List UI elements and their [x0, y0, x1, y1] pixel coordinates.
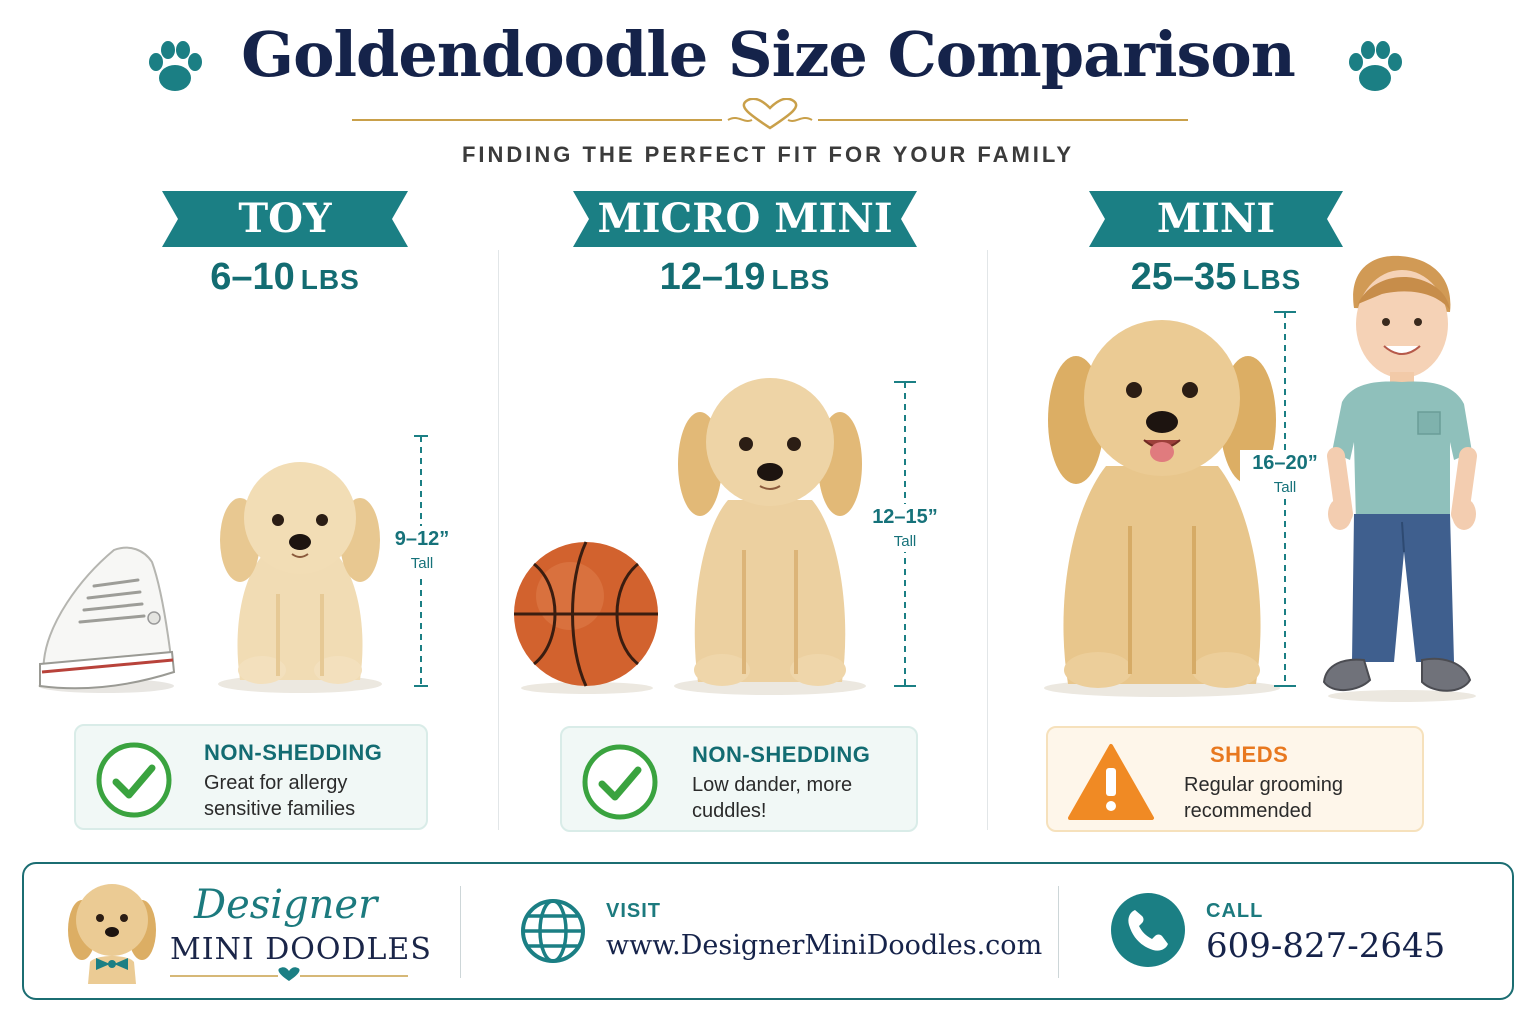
- website-link[interactable]: www.DesignerMiniDoodles.com: [606, 930, 1043, 961]
- basketball-illustration: [514, 541, 658, 694]
- ribbon-shape: [1089, 191, 1343, 247]
- paw-print-icon: [149, 41, 202, 91]
- weight-value: 6–10: [210, 256, 295, 298]
- call-label: CALL: [1206, 900, 1264, 922]
- shedding-status: NON-SHEDDING: [692, 742, 871, 767]
- height-label-micro-mini: 12–15” Tall: [862, 504, 948, 552]
- heart-divider: [170, 967, 408, 981]
- height-value: 9–12”: [394, 528, 450, 550]
- ribbon-shape: [162, 191, 408, 247]
- size-banner-micro-mini: MICRO MINI: [573, 191, 917, 247]
- size-name: MICRO MINI: [597, 195, 893, 242]
- description-line: sensitive families: [204, 798, 356, 820]
- visit-label: VISIT: [606, 900, 662, 922]
- brand-script-name: Designer: [194, 882, 378, 928]
- description-line: Low dander, more: [692, 774, 853, 796]
- shedding-description: Great for allergy sensitive families: [204, 770, 355, 822]
- globe-icon: [521, 899, 585, 963]
- height-measure-bar: [894, 381, 916, 687]
- size-name: MINI: [1156, 195, 1276, 242]
- weight-unit: LBS: [1242, 264, 1302, 295]
- sneaker-illustration: [38, 546, 176, 693]
- height-measure-bar: [1274, 311, 1296, 687]
- phone-icon: [1111, 893, 1185, 967]
- shedding-card-toy: NON-SHEDDING Great for allergy sensitive…: [74, 724, 428, 830]
- micro-mini-goldendoodle-illustration: [674, 378, 866, 695]
- description-line: Regular grooming: [1184, 774, 1343, 796]
- description-line: cuddles!: [692, 800, 767, 822]
- header: Goldendoodle Size Comparison FINDING THE…: [0, 0, 1536, 180]
- warning-triangle-icon: [1068, 744, 1154, 820]
- shedding-description: Regular grooming recommended: [1184, 772, 1343, 824]
- height-label-mini: 16–20” Tall: [1240, 450, 1330, 498]
- height-label-toy: 9–12” Tall: [380, 526, 464, 574]
- size-banner-toy: TOY: [162, 191, 408, 247]
- page-subtitle: FINDING THE PERFECT FIT FOR YOUR FAMILY: [461, 142, 1075, 167]
- toy-goldendoodle-illustration: [218, 462, 382, 693]
- shedding-status: SHEDS: [1210, 742, 1289, 767]
- height-unit: Tall: [1273, 479, 1297, 496]
- toddler-illustration: [1322, 255, 1477, 702]
- weight-unit: LBS: [300, 264, 360, 295]
- footer-contact-bar: Designer MINI DOODLES VISIT www.Designer…: [22, 862, 1514, 1000]
- weight-value: 12–19: [659, 256, 766, 298]
- heart-divider: [352, 98, 1188, 130]
- column-divider: [987, 250, 988, 830]
- check-circle-icon: [96, 742, 172, 818]
- height-value: 16–20”: [1252, 452, 1318, 474]
- paw-print-icon: [1349, 41, 1402, 91]
- shedding-description: Low dander, more cuddles!: [692, 772, 852, 824]
- weight-range-micro-mini: 12–19 LBS: [573, 256, 917, 299]
- brand-logo-dog-icon: [68, 884, 156, 984]
- weight-value: 25–35: [1130, 256, 1237, 298]
- shedding-card-micro-mini: NON-SHEDDING Low dander, more cuddles!: [560, 726, 918, 832]
- brand-name: MINI DOODLES: [170, 932, 432, 967]
- size-banner-mini: MINI: [1089, 191, 1343, 247]
- weight-range-toy: 6–10 LBS: [162, 256, 408, 299]
- shedding-status: NON-SHEDDING: [204, 740, 383, 765]
- column-divider: [498, 250, 499, 830]
- shedding-card-mini: SHEDS Regular grooming recommended: [1046, 726, 1424, 832]
- page-title: Goldendoodle Size Comparison: [241, 18, 1296, 91]
- check-circle-icon: [582, 744, 658, 820]
- height-unit: Tall: [410, 555, 434, 572]
- description-line: Great for allergy: [204, 772, 348, 794]
- ribbon-shape: [573, 191, 917, 247]
- height-value: 12–15”: [872, 506, 938, 528]
- weight-range-mini: 25–35 LBS: [1089, 256, 1343, 299]
- size-name: TOY: [238, 195, 332, 242]
- height-unit: Tall: [893, 533, 917, 550]
- weight-unit: LBS: [771, 264, 831, 295]
- phone-number[interactable]: 609-827-2645: [1206, 926, 1446, 966]
- footer-divider: [1058, 886, 1059, 978]
- mini-goldendoodle-illustration: [1044, 320, 1280, 697]
- footer-divider: [460, 886, 461, 978]
- description-line: recommended: [1184, 800, 1312, 822]
